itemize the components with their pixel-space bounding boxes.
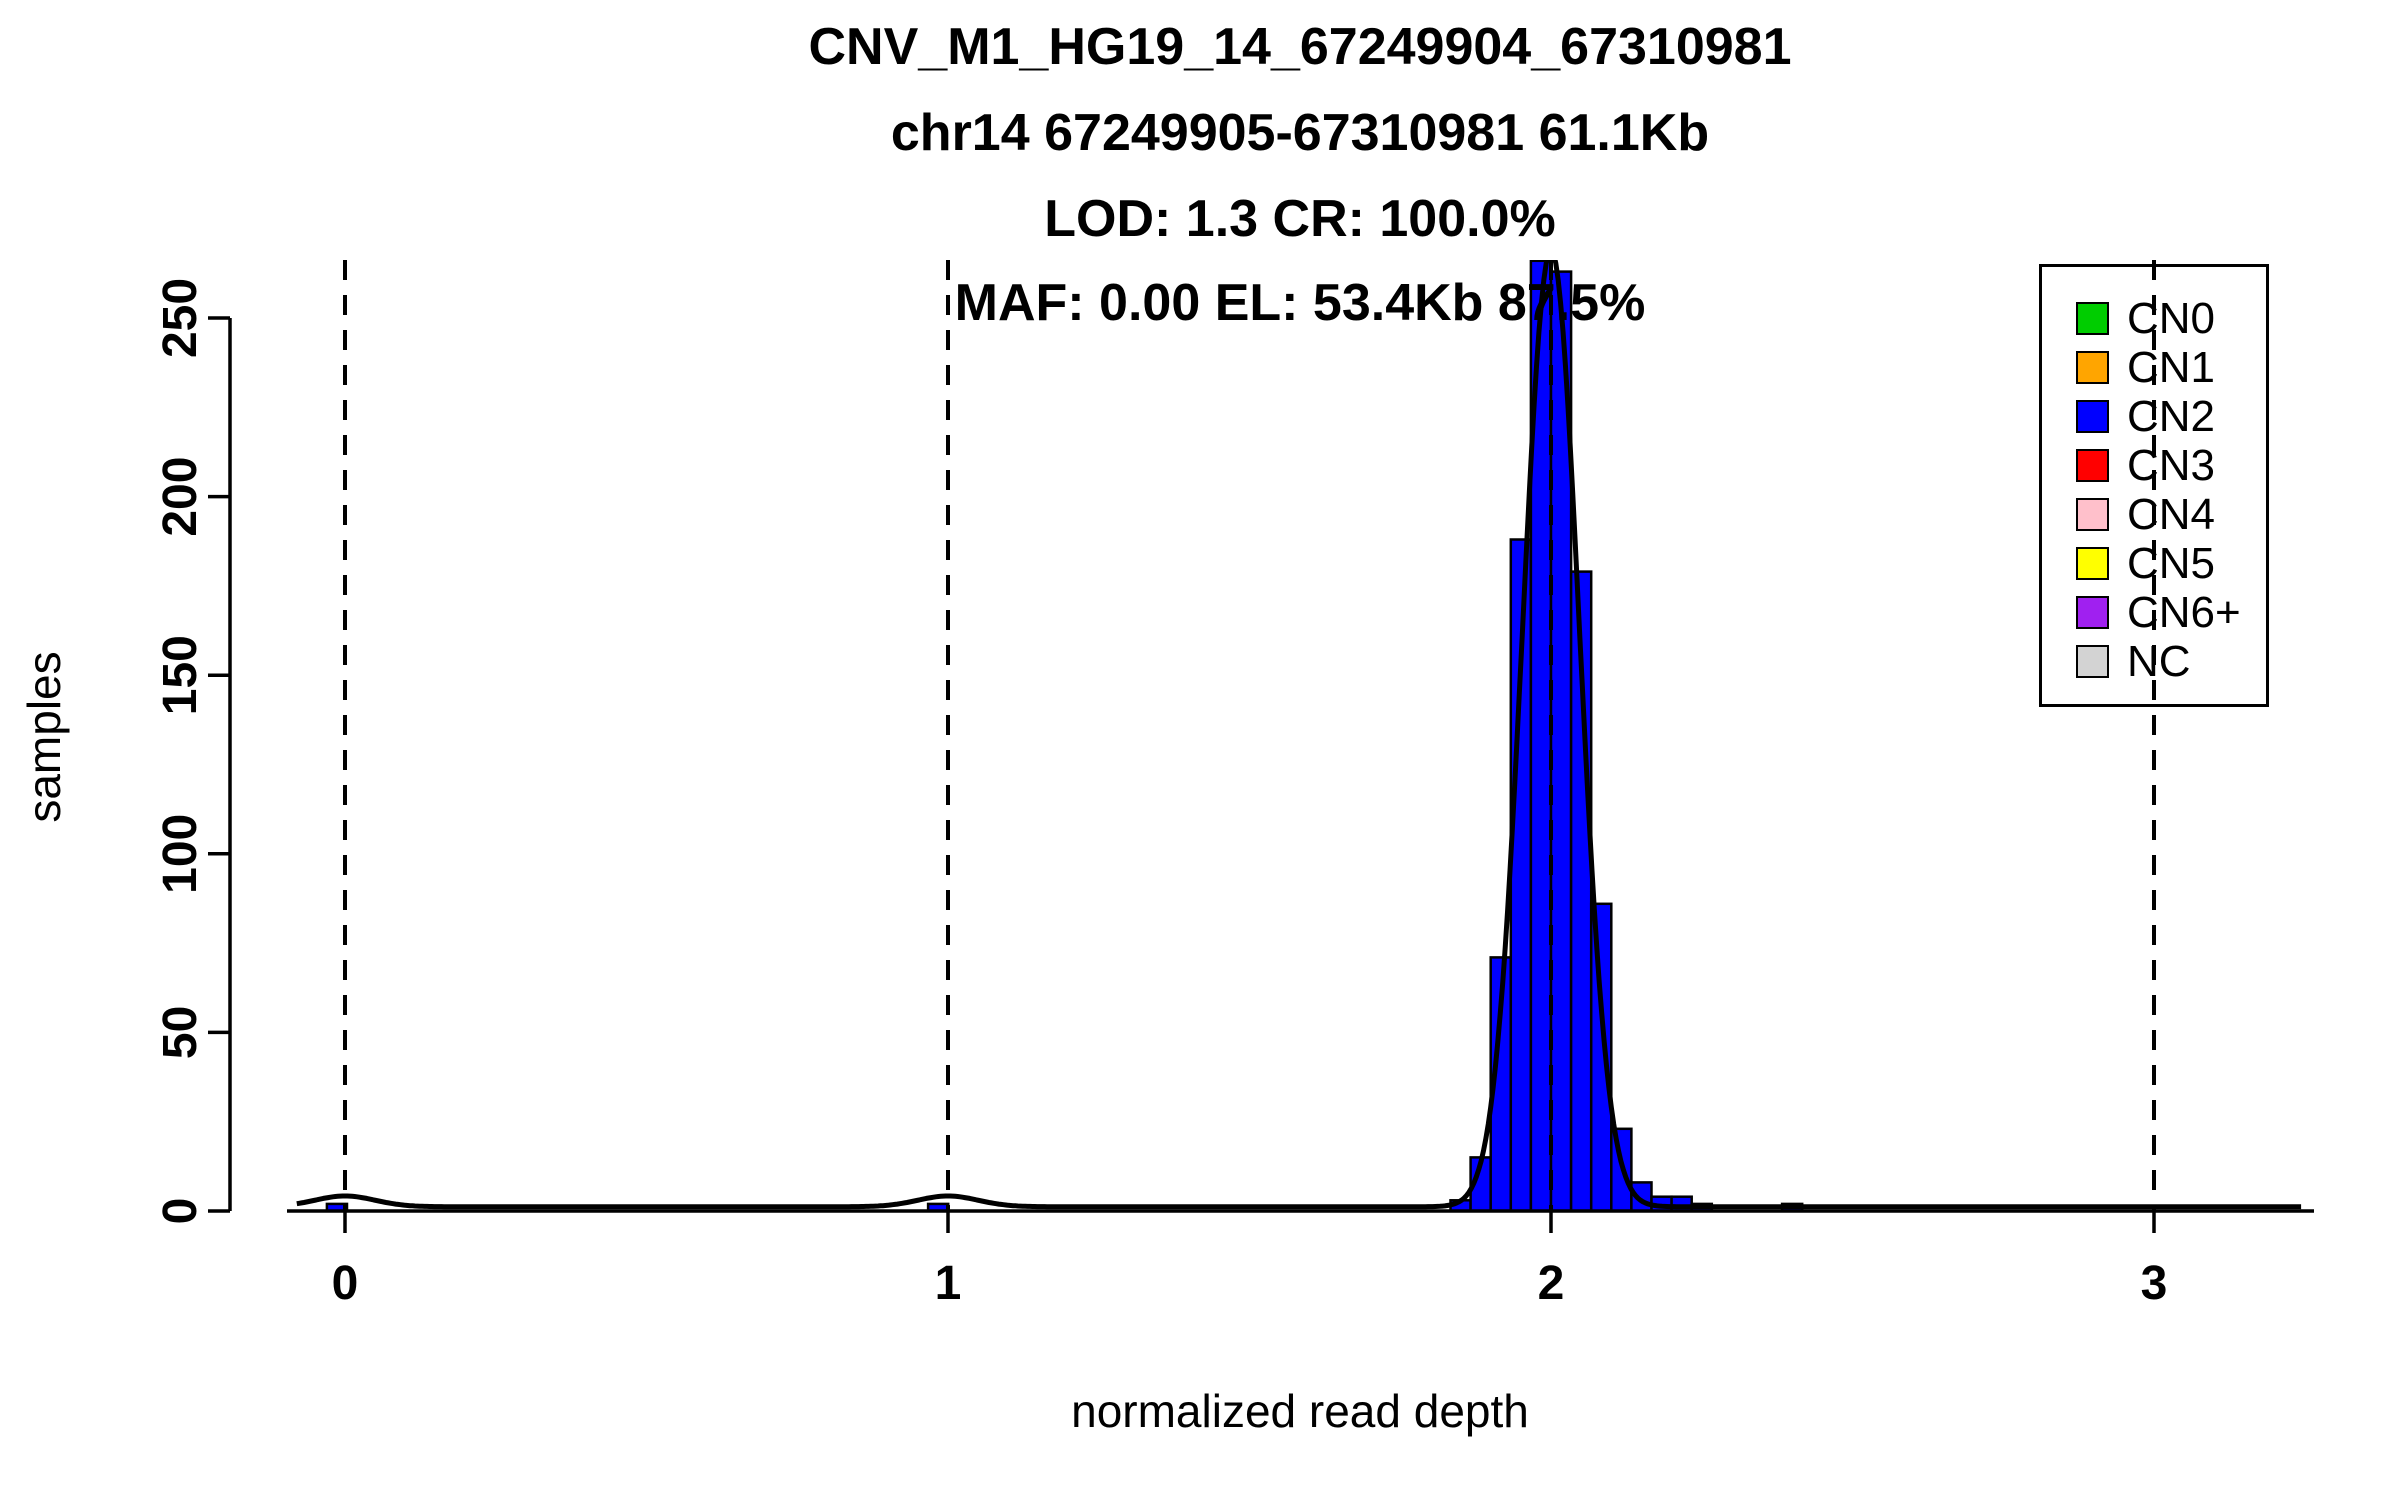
chart-title-line-2: chr14 67249905-67310981 61.1Kb (890, 104, 1710, 162)
legend-swatch-icon (2076, 547, 2109, 580)
legend-label: CN2 (2127, 392, 2216, 441)
legend-swatch-icon (2076, 449, 2109, 482)
legend-swatch-icon (2076, 498, 2109, 531)
legend-swatch-icon (2076, 596, 2109, 629)
legend-item-cn3: CN3 (2042, 441, 2266, 490)
legend-label: CN1 (2127, 343, 2216, 392)
x-axis-tick-label: 0 (332, 1257, 359, 1310)
y-axis-tick-label: 250 (154, 278, 207, 358)
x-axis-tick-label: 3 (2141, 1257, 2168, 1310)
fit-curve (296, 260, 2302, 1210)
legend-swatch-icon (2076, 645, 2109, 678)
y-axis-tick-label: 0 (154, 1198, 207, 1225)
y-axis-tick-label: 100 (154, 814, 207, 894)
y-axis-tick-label: 200 (154, 457, 207, 537)
chart-title-line-4: MAF: 0.00 EL: 53.4Kb 87.5% (954, 274, 1646, 332)
legend-swatch-icon (2076, 302, 2109, 335)
legend-item-cn1: CN1 (2042, 343, 2266, 392)
legend-item-cn0: CN0 (2042, 294, 2266, 343)
legend-label: CN0 (2127, 294, 2216, 343)
chart-title-line-3: LOD: 1.3 CR: 100.0% (1044, 190, 1556, 248)
legend-item-cn2: CN2 (2042, 392, 2266, 441)
histogram-bars (325, 260, 1804, 1213)
legend-box: CN0 CN1 CN2 CN3 CN4 CN5 CN6+ NC (2039, 264, 2269, 707)
legend-items: CN0 CN1 CN2 CN3 CN4 CN5 CN6+ NC (2042, 294, 2266, 686)
y-axis-title: samples (18, 651, 70, 823)
x-axis-tick-label: 1 (935, 1257, 962, 1310)
histogram-bar (1589, 902, 1613, 1213)
legend-label: CN5 (2127, 539, 2216, 588)
legend-item-cn6plus: CN6+ (2042, 588, 2266, 637)
legend-swatch-icon (2076, 400, 2109, 433)
legend-label: CN4 (2127, 490, 2216, 539)
legend-label: CN3 (2127, 441, 2216, 490)
legend-label: CN6+ (2127, 588, 2241, 637)
legend-item-cn5: CN5 (2042, 539, 2266, 588)
legend-item-cn4: CN4 (2042, 490, 2266, 539)
chart-title-line-1: CNV_M1_HG19_14_67249904_67310981 (808, 18, 1792, 76)
y-axis-tick-label: 150 (154, 635, 207, 715)
legend-item-nc: NC (2042, 637, 2266, 686)
x-axis-title: normalized read depth (1071, 1385, 1529, 1437)
y-axis-tick-label: 50 (154, 1006, 207, 1059)
legend-swatch-icon (2076, 351, 2109, 384)
legend-label: NC (2127, 637, 2191, 686)
x-axis-tick-label: 2 (1538, 1257, 1565, 1310)
